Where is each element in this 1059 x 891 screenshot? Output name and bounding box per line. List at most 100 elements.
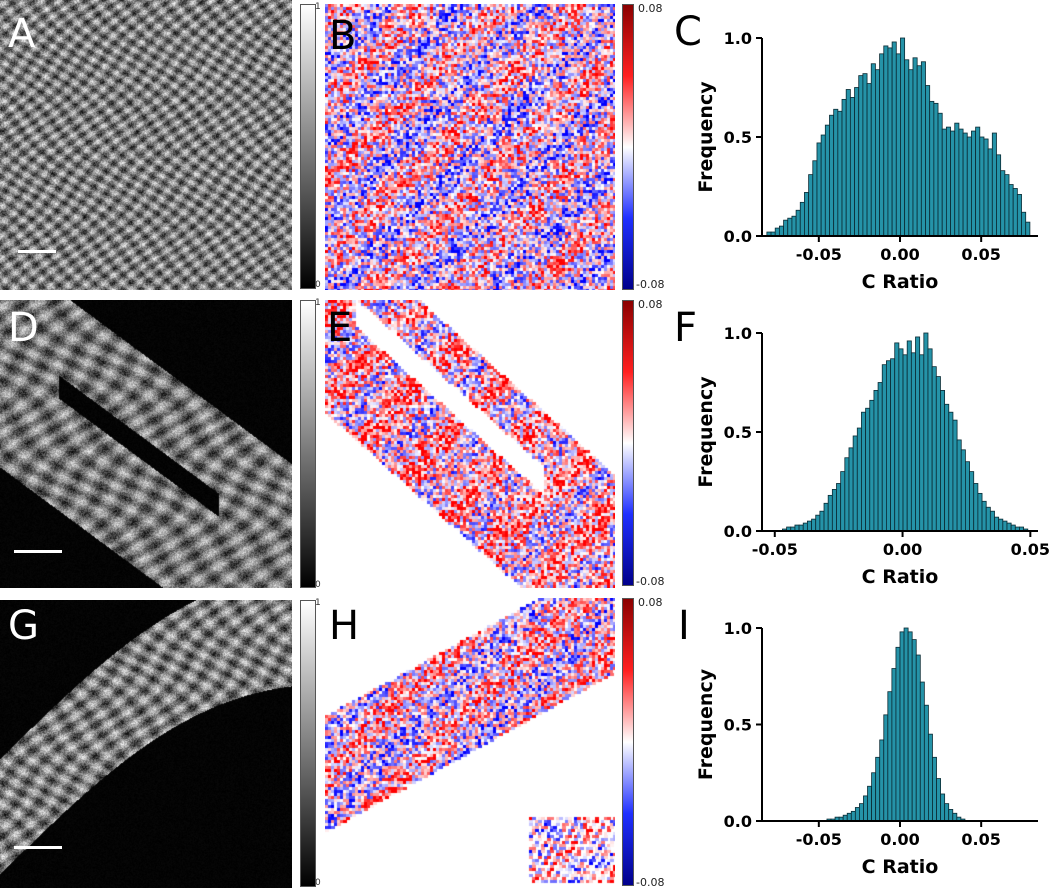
histogram-c-bar: [908, 69, 914, 237]
histogram-i-bar: [923, 704, 929, 822]
histogram-f-bar: [1002, 520, 1008, 532]
histogram-i-bar: [919, 681, 925, 822]
histogram-f-bar: [861, 411, 867, 532]
scale-bar-d: [14, 550, 62, 553]
y-tick-label: 0.0: [724, 812, 752, 831]
y-tick-label: 1.0: [724, 620, 752, 638]
histogram-c-bar: [966, 136, 972, 237]
histogram-c-bar: [1012, 188, 1018, 237]
histogram-f-bar: [902, 354, 908, 532]
histogram-f-bar: [952, 419, 958, 532]
histogram-f-bar: [910, 352, 916, 532]
x-tick-label: 0.05: [961, 830, 1000, 849]
histogram-c-bar: [941, 128, 947, 237]
histogram-f-bar: [956, 439, 962, 532]
histogram-f: 0.0 0.5 1.0 -0.05 0.00 0.05 C Ratio Frequency: [695, 325, 1050, 588]
histogram-f-bar: [827, 494, 833, 532]
histogram-c-bar: [824, 124, 830, 237]
colorbar-e-min: -0.08: [636, 575, 665, 588]
histogram-c-bar: [975, 126, 981, 237]
colorbar-g-max: 1: [315, 598, 321, 608]
y-axis-label: Frequency: [695, 81, 717, 193]
histogram-c-bar: [875, 69, 880, 237]
histogram-f-bar: [977, 492, 983, 532]
histogram-f-bar: [960, 449, 966, 532]
panel-label-h: H: [329, 603, 360, 649]
colorbar-b-max: 0.08: [638, 2, 663, 15]
histogram-f-bar: [873, 390, 879, 532]
histogram-c-bar: [833, 108, 839, 237]
histogram-c-bar: [945, 126, 951, 237]
x-tick-label: -0.05: [796, 830, 842, 849]
histogram-c-bar: [979, 136, 985, 237]
colorbar-b-min: -0.08: [636, 278, 665, 291]
x-tick-label: 0.05: [1011, 540, 1050, 559]
histogram-f-bar: [931, 366, 937, 532]
histogram-f-bar: [1006, 522, 1012, 532]
colorbar-e-max: 0.08: [638, 298, 663, 311]
histogram-c-bar: [1000, 170, 1006, 237]
histogram-c-bar: [791, 215, 797, 237]
histogram-i-bar: [915, 654, 921, 822]
colorbar-a-max: 1: [315, 2, 321, 12]
x-tick-label: -0.05: [752, 540, 798, 559]
histogram-c-bar: [804, 192, 810, 237]
colorbar-d-max: 1: [315, 298, 321, 308]
histogram-f-bar: [877, 382, 883, 532]
histogram-f-bar: [885, 360, 891, 532]
histogram-c-bar: [783, 219, 789, 237]
y-axis-label: Frequency: [695, 376, 717, 488]
histogram-i-bar: [944, 803, 950, 822]
y-tick-label: 0.0: [724, 522, 752, 541]
x-tick-label: 0.00: [880, 830, 919, 849]
grayscale-image-g: G: [0, 600, 292, 888]
histogram-i-bar: [871, 772, 877, 822]
histogram-i-bar: [903, 627, 909, 822]
panel-label-d: D: [8, 305, 39, 351]
y-tick-label: 0.0: [724, 227, 752, 246]
histogram-f-bar: [923, 332, 929, 532]
histogram-c-bar: [799, 201, 805, 237]
histogram-c-bar: [996, 154, 1002, 237]
histogram-c-bar: [1025, 221, 1031, 237]
histogram-c-bar: [983, 138, 989, 237]
histogram-i-bar: [879, 739, 885, 822]
histogram-c-bar: [929, 100, 935, 237]
ratio-colorbar-b: [622, 4, 634, 290]
histogram-c-bar: [812, 160, 818, 237]
colorbar-d-min: 0: [315, 580, 321, 590]
histogram-c-bar: [891, 41, 897, 237]
histogram-f-bar: [894, 342, 900, 532]
histogram-f-bar: [919, 354, 925, 532]
panel-label-i: I: [678, 603, 690, 649]
x-axis-label: C Ratio: [862, 856, 939, 878]
histogram-i-bar: [911, 639, 917, 822]
histogram-c-bar: [866, 83, 872, 237]
histogram-f-bar: [848, 447, 854, 532]
histogram-f-bar: [965, 461, 970, 532]
histogram-f-bar: [811, 518, 817, 532]
histogram-f-bar: [881, 364, 887, 532]
histogram-i-bar: [867, 785, 872, 822]
histogram-c-bar: [1016, 194, 1022, 237]
grayscale-colorbar-a: [300, 4, 316, 289]
histogram-c-bar: [774, 227, 780, 237]
histogram-c-bar: [937, 112, 943, 237]
scale-bar-a: [18, 250, 56, 253]
histogram-f-bar: [994, 516, 1000, 532]
grayscale-colorbar-g: [300, 600, 316, 887]
histogram-f-bar: [840, 471, 846, 532]
histogram-c-bar: [845, 89, 851, 237]
histogram-c-bar: [954, 122, 960, 237]
histogram-i-bar: [899, 631, 905, 822]
ratio-map-b: B: [325, 4, 615, 290]
grayscale-colorbar-d: [300, 300, 316, 588]
histogram-c-bar: [962, 132, 968, 237]
histogram-c-bar: [925, 85, 931, 237]
histogram-i-bar: [846, 812, 852, 822]
histogram-c-bar: [916, 65, 922, 237]
histogram-f-bar: [898, 348, 904, 532]
scale-bar-g: [14, 846, 62, 849]
histogram-f-bar: [998, 518, 1004, 532]
histogram-f-bar: [944, 403, 950, 532]
